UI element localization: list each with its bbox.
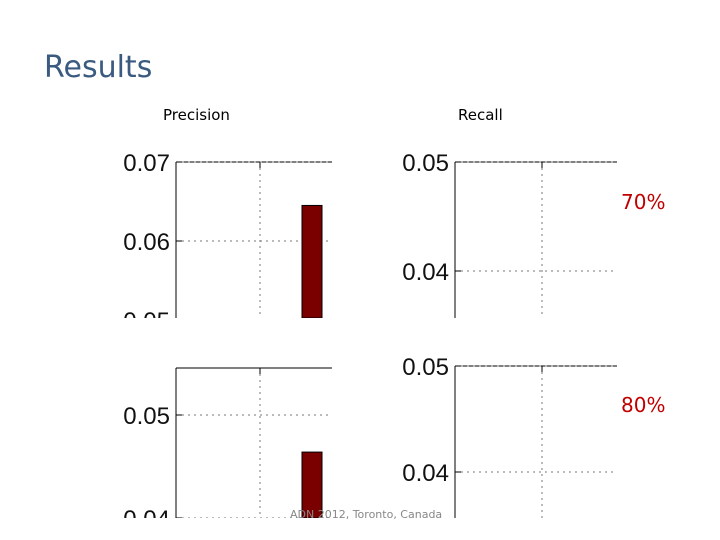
- precision-70-chart: 0.07 0.06 0.05: [123, 150, 332, 318]
- y-tick-label: 0.05: [123, 403, 170, 430]
- bar: [301, 451, 323, 518]
- y-tick-label: 0.05: [402, 150, 449, 177]
- plot-frame: [175, 367, 332, 518]
- bar: [301, 204, 323, 318]
- plot-frame: [454, 365, 617, 518]
- y-tick-label: 0.04: [123, 506, 170, 518]
- top-row-percent: 70%: [621, 190, 666, 214]
- y-tick-label: 0.04: [402, 259, 449, 286]
- y-tick-label: 0.07: [123, 150, 170, 177]
- recall-70-chart: 0.05 0.04: [402, 150, 617, 318]
- y-tick-label: 0.04: [402, 460, 449, 487]
- recall-column-label: Recall: [458, 106, 503, 124]
- bottom-row-percent: 80%: [621, 393, 666, 417]
- plot-frame: [454, 161, 617, 318]
- recall-80-chart: 0.05 0.04: [402, 354, 617, 518]
- footer-text: ADN 2012, Toronto, Canada: [290, 508, 443, 521]
- y-tick-label: 0.05: [123, 308, 170, 318]
- precision-column-label: Precision: [163, 106, 230, 124]
- y-tick-label: 0.06: [123, 229, 170, 256]
- y-tick-label: 0.05: [402, 354, 449, 381]
- precision-80-chart: 0.05 0.04: [123, 367, 332, 518]
- slide-title: Results: [44, 50, 153, 85]
